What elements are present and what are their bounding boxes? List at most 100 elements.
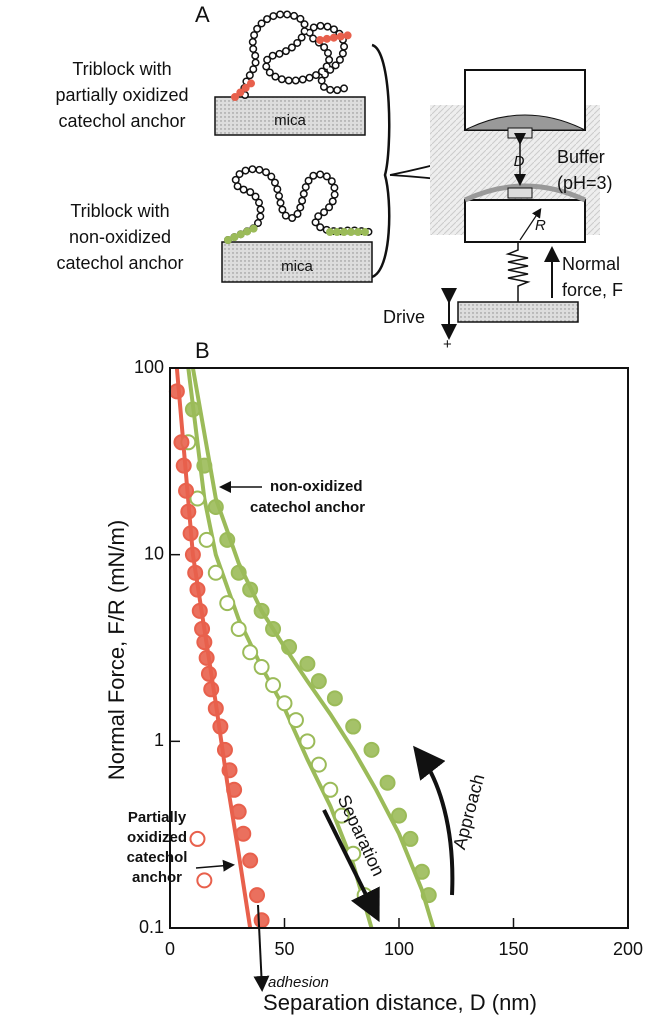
adhesion-arrow — [253, 904, 270, 992]
data-point — [173, 434, 190, 451]
data-point — [187, 564, 204, 581]
x-tick-label: 200 — [613, 939, 643, 959]
fit-line — [190, 367, 436, 929]
data-point — [299, 655, 316, 672]
block-text: non-oxidized — [69, 227, 171, 247]
annotation: non-oxidized — [270, 478, 363, 495]
data-point — [265, 620, 282, 637]
data-point — [242, 852, 259, 869]
y-tick-label: 0.1 — [139, 917, 164, 937]
data-point — [207, 700, 224, 717]
data-point — [203, 681, 220, 698]
data-point — [253, 912, 270, 929]
block-text: Triblock with — [72, 59, 171, 79]
data-point — [207, 499, 224, 516]
data-point — [391, 807, 407, 824]
data-point — [253, 659, 270, 676]
annotation: catechol — [127, 849, 188, 866]
data-point — [178, 482, 195, 499]
data-point — [379, 774, 396, 791]
data-point — [180, 503, 197, 520]
data-point — [235, 825, 252, 842]
data-point — [216, 741, 233, 758]
lens — [464, 114, 586, 131]
mica — [221, 241, 373, 283]
block-text: catechol anchor — [56, 253, 183, 273]
annotation: Partially — [128, 809, 187, 826]
y-tick-label: 1 — [154, 730, 164, 750]
data-point — [194, 620, 211, 637]
data-point — [198, 649, 215, 666]
y-tick-label: 100 — [134, 357, 164, 377]
y-axis-label: Normal Force, F/R (mN/m) — [104, 520, 129, 780]
block-text: Triblock with — [70, 201, 169, 221]
x-tick-label: 0 — [165, 939, 175, 959]
block-text: partially oxidized — [55, 85, 188, 105]
annotation: oxidized — [127, 829, 187, 846]
mica-label: mica — [281, 258, 313, 275]
panel-label: B — [195, 338, 210, 363]
approach-arrow — [413, 745, 455, 896]
data-point — [299, 733, 316, 750]
data-point — [276, 695, 293, 712]
separation-arrow — [322, 809, 380, 923]
drive-sign: - — [445, 281, 450, 298]
data-point — [265, 677, 282, 694]
annotation: catechol anchor — [250, 499, 365, 516]
x-tick-label: 150 — [498, 939, 528, 959]
data-point — [322, 781, 339, 798]
data-point — [249, 887, 266, 904]
data-point — [326, 690, 343, 707]
data-point — [230, 620, 247, 637]
data-point — [402, 830, 419, 847]
lens — [463, 183, 587, 203]
mica-label: mica — [274, 112, 306, 129]
drive-sign: + — [443, 336, 452, 353]
block-text: catechol anchor — [58, 111, 185, 131]
data-point — [198, 531, 215, 548]
buffer-text: Buffer — [557, 147, 605, 167]
data-point — [200, 665, 217, 682]
radius-label: R — [535, 217, 546, 234]
data-point — [189, 490, 206, 507]
data-point — [196, 457, 213, 474]
x-tick-label: 100 — [384, 939, 414, 959]
x-axis-label: Separation distance, D (nm) — [263, 990, 537, 1015]
data-point — [281, 639, 298, 656]
radius-arrow — [519, 208, 542, 241]
data-point — [345, 718, 362, 735]
polymer — [224, 10, 374, 244]
data-point — [182, 525, 199, 542]
surface — [507, 127, 533, 139]
data-point — [191, 602, 208, 619]
data-point — [333, 807, 350, 824]
data-point — [221, 762, 238, 779]
data-point — [420, 887, 437, 904]
brace — [371, 43, 391, 279]
surface — [507, 187, 533, 199]
data-point — [207, 564, 224, 581]
annotation: anchor — [132, 869, 182, 886]
data-point — [184, 546, 201, 563]
annotation: Approach — [449, 772, 488, 852]
data-point — [212, 718, 229, 735]
mica — [214, 96, 366, 136]
force-text: Normal — [562, 254, 620, 274]
annotation-arrow — [195, 859, 235, 872]
buffer-text: (pH=3) — [557, 173, 613, 193]
data-point — [310, 756, 327, 773]
annotation: adhesion — [268, 974, 329, 991]
data-point — [242, 581, 259, 598]
data-point — [189, 581, 206, 598]
data-point — [189, 830, 206, 847]
force-text: force, F — [562, 280, 623, 300]
data-point — [230, 564, 247, 581]
data-point — [219, 531, 236, 548]
data-point — [363, 741, 380, 758]
data-point — [413, 863, 430, 880]
lower-disc — [464, 199, 586, 243]
plot-frame — [169, 367, 629, 929]
fit-line — [186, 367, 374, 929]
x-tick-label: 50 — [274, 939, 294, 959]
